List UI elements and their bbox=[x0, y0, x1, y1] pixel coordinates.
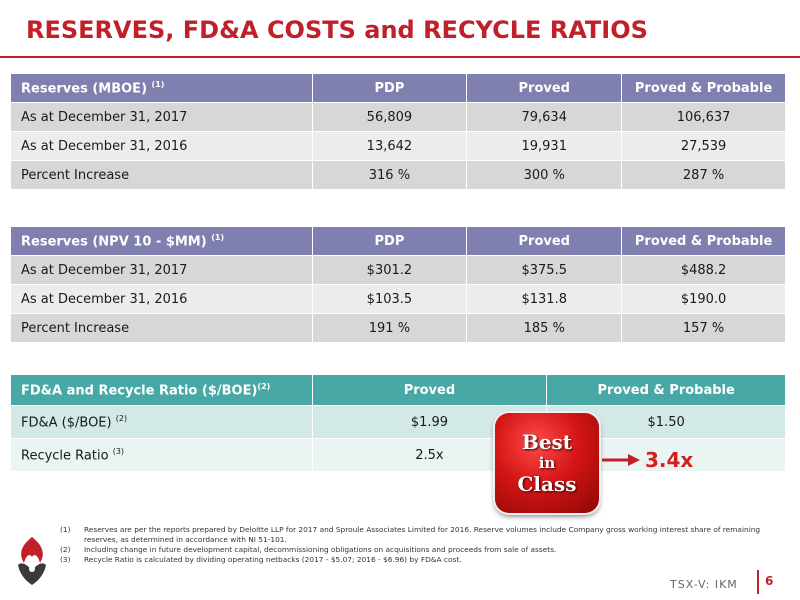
row-label: Percent Increase bbox=[10, 313, 313, 343]
row-label: As at December 31, 2017 bbox=[10, 255, 313, 285]
table-row: As at December 31, 2016 $103.5 $131.8 $1… bbox=[10, 284, 786, 314]
column-header: Proved & Probable bbox=[621, 73, 786, 103]
table-cell: 13,642 bbox=[311, 131, 468, 161]
table-header-label: Reserves (MBOE) (1) bbox=[10, 73, 313, 103]
table-cell: $103.5 bbox=[311, 284, 468, 314]
footnote: (1) Reserves are per the reports prepared… bbox=[60, 525, 761, 544]
table-header-label: FD&A and Recycle Ratio ($/BOE)(2) bbox=[10, 374, 313, 406]
table-cell: 56,809 bbox=[311, 102, 468, 132]
reserves-mboe-table: Reserves (MBOE) (1) PDP Proved Proved & … bbox=[10, 73, 786, 190]
arrow-right-icon bbox=[602, 454, 640, 466]
footnote: (2) Including change in future developmen… bbox=[60, 545, 557, 554]
table-row: Percent Increase 191 % 185 % 157 % bbox=[10, 313, 786, 343]
table-header-row: FD&A and Recycle Ratio ($/BOE)(2) Proved… bbox=[10, 374, 786, 406]
table-row: As at December 31, 2017 56,809 79,634 10… bbox=[10, 102, 786, 132]
table-header-row: Reserves (MBOE) (1) PDP Proved Proved & … bbox=[10, 73, 786, 103]
reserves-npv-table: Reserves (NPV 10 - $MM) (1) PDP Proved P… bbox=[10, 226, 786, 343]
table-row: Recycle Ratio (3) 2.5x bbox=[10, 438, 786, 472]
table-row: As at December 31, 2016 13,642 19,931 27… bbox=[10, 131, 786, 161]
footnotes: (1) Reserves are per the reports prepared… bbox=[60, 525, 780, 565]
table-cell: 287 % bbox=[621, 160, 786, 190]
row-label: As at December 31, 2016 bbox=[10, 131, 313, 161]
page-number: 6 bbox=[765, 574, 774, 588]
stock-ticker: TSX-V: IKM bbox=[670, 578, 738, 591]
column-header: Proved & Probable bbox=[621, 226, 786, 256]
title-divider bbox=[0, 56, 800, 58]
table-cell: 157 % bbox=[621, 313, 786, 343]
row-label: As at December 31, 2016 bbox=[10, 284, 313, 314]
table-cell: $131.8 bbox=[466, 284, 623, 314]
column-header: Proved bbox=[466, 73, 623, 103]
table-cell: $190.0 bbox=[621, 284, 786, 314]
table-cell: 27,539 bbox=[621, 131, 786, 161]
table-cell: $488.2 bbox=[621, 255, 786, 285]
company-logo-icon bbox=[18, 537, 46, 585]
page-separator bbox=[757, 570, 759, 594]
column-header: PDP bbox=[311, 73, 468, 103]
row-label: Recycle Ratio (3) bbox=[10, 438, 313, 472]
table-header-row: Reserves (NPV 10 - $MM) (1) PDP Proved P… bbox=[10, 226, 786, 256]
column-header: Proved bbox=[311, 374, 548, 406]
row-label: As at December 31, 2017 bbox=[10, 102, 313, 132]
row-label: FD&A ($/BOE) (2) bbox=[10, 405, 313, 439]
row-label: Percent Increase bbox=[10, 160, 313, 190]
table-cell: 316 % bbox=[311, 160, 468, 190]
badge-line-2: in bbox=[538, 454, 556, 472]
column-header: Proved bbox=[466, 226, 623, 256]
footnote: (3) Recycle Ratio is calculated by dividi… bbox=[60, 555, 462, 564]
table-row: FD&A ($/BOE) (2) $1.99 $1.50 bbox=[10, 405, 786, 439]
recycle-ratio-highlight: 3.4x bbox=[645, 448, 694, 472]
badge-line-3: Class bbox=[517, 472, 577, 496]
fda-recycle-table: FD&A and Recycle Ratio ($/BOE)(2) Proved… bbox=[10, 374, 786, 472]
table-cell: 185 % bbox=[466, 313, 623, 343]
page-title: RESERVES, FD&A COSTS and RECYCLE RATIOS bbox=[26, 16, 648, 44]
table-cell: 79,634 bbox=[466, 102, 623, 132]
table-cell: $301.2 bbox=[311, 255, 468, 285]
table-row: Percent Increase 316 % 300 % 287 % bbox=[10, 160, 786, 190]
column-header: PDP bbox=[311, 226, 468, 256]
table-row: As at December 31, 2017 $301.2 $375.5 $4… bbox=[10, 255, 786, 285]
column-header: Proved & Probable bbox=[546, 374, 786, 406]
table-cell: 106,637 bbox=[621, 102, 786, 132]
table-cell: $375.5 bbox=[466, 255, 623, 285]
table-cell: 300 % bbox=[466, 160, 623, 190]
badge-line-1: Best bbox=[521, 430, 573, 454]
table-cell: 191 % bbox=[311, 313, 468, 343]
table-header-label: Reserves (NPV 10 - $MM) (1) bbox=[10, 226, 313, 256]
best-in-class-badge: Best in Class bbox=[495, 413, 599, 513]
table-cell: 19,931 bbox=[466, 131, 623, 161]
